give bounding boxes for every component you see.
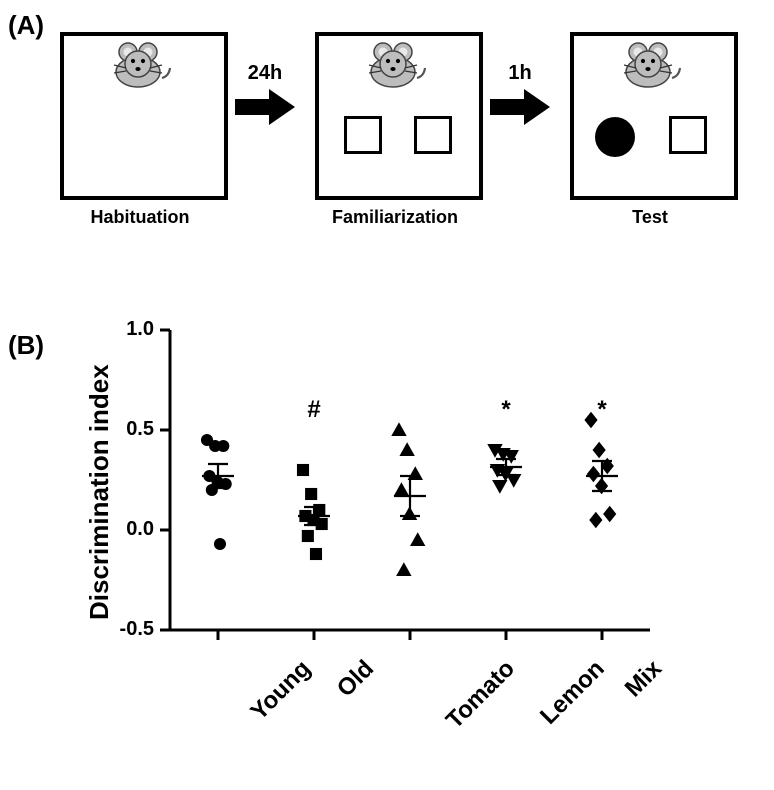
x-tick-label: Young: [245, 655, 316, 726]
arrow-label: 24h: [240, 62, 290, 85]
mouse-icon: [108, 38, 172, 92]
x-tick-label: Old: [332, 655, 380, 703]
x-tick-label: Lemon: [535, 655, 610, 730]
y-tick-label: 0.5: [104, 418, 154, 441]
arena-label: Habituation: [55, 207, 225, 228]
panel-a-label: (A): [8, 10, 44, 41]
panel-a-diagram: Habituation Familiarization: [60, 12, 740, 272]
arrow-label: 1h: [495, 62, 545, 85]
mouse-icon: [363, 38, 427, 92]
arena-label: Test: [565, 207, 735, 228]
scatter-chart: [60, 320, 680, 650]
object-circle: [595, 117, 635, 157]
y-tick-label: 0.0: [104, 518, 154, 541]
significance-marker: *: [587, 396, 617, 424]
significance-marker: *: [491, 396, 521, 424]
object-square: [344, 116, 382, 154]
panel-b-label: (B): [8, 330, 44, 361]
mouse-icon: [618, 38, 682, 92]
panel-b-chart: Discrimination index -0.50.00.51.0YoungO…: [60, 320, 720, 770]
arrow-icon: [490, 87, 550, 127]
object-square: [414, 116, 452, 154]
arena-label: Familiarization: [310, 207, 480, 228]
y-tick-label: -0.5: [104, 618, 154, 641]
arrow-icon: [235, 87, 295, 127]
x-tick-label: Tomato: [441, 655, 521, 735]
x-tick-label: Mix: [620, 655, 668, 703]
y-tick-label: 1.0: [104, 318, 154, 341]
object-square: [669, 116, 707, 154]
significance-marker: #: [299, 396, 329, 424]
